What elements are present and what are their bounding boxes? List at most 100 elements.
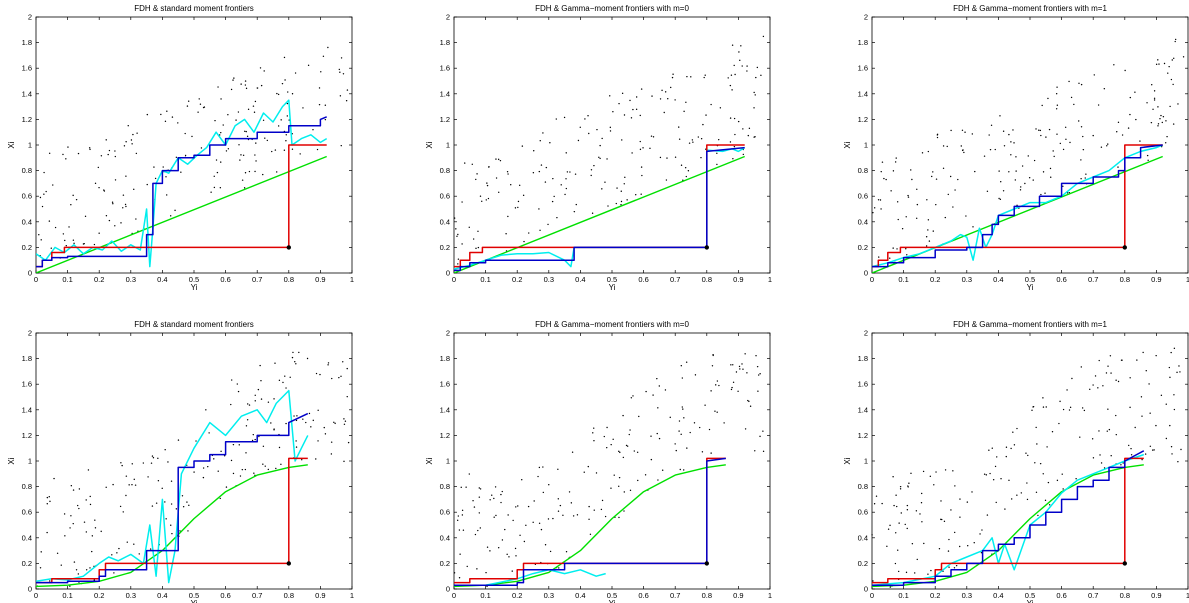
panel-3-point xyxy=(1168,65,1170,68)
panel-1-point xyxy=(48,152,51,154)
panel-3-point xyxy=(1064,126,1067,128)
panel-1-point xyxy=(186,105,189,107)
panel-4-point xyxy=(331,377,333,380)
panel-6-point xyxy=(871,534,873,536)
panel-3-point xyxy=(998,197,1000,200)
panel-4-ylabel: Xi xyxy=(7,457,16,464)
panel-5-point xyxy=(542,491,545,494)
panel-3-point xyxy=(931,175,933,178)
panel-5-xtick-label: 0.6 xyxy=(638,591,648,600)
panel-5-point xyxy=(538,466,541,469)
panel-1-point xyxy=(259,67,262,69)
panel-3-point xyxy=(935,178,938,180)
panel-2-point xyxy=(615,202,617,205)
panel-5-point xyxy=(604,515,607,518)
panel-4-point xyxy=(193,471,195,473)
panel-5-point xyxy=(479,488,482,490)
panel-6-point xyxy=(908,482,910,484)
panel-6-point xyxy=(1128,444,1130,447)
panel-5-point xyxy=(661,469,664,471)
panel-2-point xyxy=(742,153,745,156)
panel-2-xtick-label: 0.2 xyxy=(512,275,522,284)
panel-1-point xyxy=(245,130,247,133)
panel-5-point xyxy=(504,528,506,531)
panel-3-point xyxy=(889,257,891,259)
panel-5-point xyxy=(689,431,691,434)
panel-3-point xyxy=(1065,138,1067,140)
panel-4-xtick-label: 0.5 xyxy=(189,591,199,600)
panel-4-point xyxy=(83,521,86,523)
panel-3-point xyxy=(1002,130,1005,132)
panel-5-xtick-label: 0.5 xyxy=(607,591,617,600)
panel-1-point xyxy=(237,111,240,113)
panel-4-point xyxy=(147,476,149,478)
panel-6-point xyxy=(952,470,954,472)
panel-4-point xyxy=(85,531,88,533)
panel-2-point xyxy=(538,170,541,173)
panel-5-point xyxy=(589,533,592,535)
panel-4-point xyxy=(150,462,153,464)
panel-4-point xyxy=(89,567,91,569)
panel-1-point xyxy=(214,119,216,122)
panel-6-point xyxy=(1121,359,1123,361)
panel-4-ytick-label: 0.6 xyxy=(22,508,32,517)
panel-2-point xyxy=(741,65,743,67)
panel-2-point xyxy=(532,172,535,174)
panel-4-point xyxy=(315,372,318,375)
panel-1-point xyxy=(111,201,114,203)
panel-5-point xyxy=(466,565,468,568)
panel-4-point xyxy=(301,459,303,461)
panel-3-point xyxy=(1117,121,1120,124)
panel-1-point xyxy=(230,88,233,91)
panel-1-point xyxy=(312,128,314,131)
panel-1-point xyxy=(184,154,187,157)
panel-1-point xyxy=(219,187,222,189)
panel-2-point xyxy=(553,195,555,198)
panel-2-point xyxy=(609,126,612,129)
panel-6-point xyxy=(1079,436,1081,438)
panel-5-fdh-marker xyxy=(704,561,709,566)
panel-4-point xyxy=(40,551,42,553)
panel-5-point xyxy=(622,414,624,417)
panel-6-point xyxy=(981,529,983,531)
panel-1-point xyxy=(244,172,247,174)
panel-2-point xyxy=(479,195,482,197)
panel-4-point xyxy=(131,484,133,486)
panel-4-point xyxy=(165,518,167,520)
panel-3-point xyxy=(983,155,986,157)
panel-2-point xyxy=(753,136,755,138)
panel-2-point xyxy=(497,158,500,161)
panel-1-xtick-label: 0.9 xyxy=(315,275,325,284)
panel-4-point xyxy=(164,449,166,451)
panel-4-point xyxy=(292,351,294,354)
panel-4-title: FDH & standard moment frontiers xyxy=(134,320,254,329)
panel-1-point xyxy=(277,125,280,127)
panel-1-point xyxy=(215,159,218,161)
panel-3-point xyxy=(1008,171,1010,173)
panel-2-point xyxy=(566,171,569,173)
panel-2-point xyxy=(632,108,634,111)
panel-1-ytick-label: 1.6 xyxy=(22,64,32,73)
panel-6-point xyxy=(894,562,897,565)
panel-5-axes-box xyxy=(453,332,771,590)
panel-4-ytick-label: 0.2 xyxy=(22,559,32,568)
panel-3-ytick-label: 1.8 xyxy=(858,38,868,47)
panel-3-point xyxy=(1045,136,1047,138)
panel-1-xtick-label: 0.3 xyxy=(126,275,136,284)
panel-4-point xyxy=(69,585,71,587)
panel-4-point xyxy=(70,515,72,517)
panel-6-point xyxy=(1179,371,1181,373)
panel-4-point xyxy=(252,433,254,436)
panel-5-point xyxy=(515,506,517,508)
panel-6-point xyxy=(1173,347,1176,350)
panel-4-ytick-label: 0 xyxy=(28,585,32,594)
panel-6-point xyxy=(906,509,909,511)
panel-4-xtick-label: 0.6 xyxy=(220,591,230,600)
panel-4-point xyxy=(257,388,260,391)
panel-4-ytick-label: 0.4 xyxy=(22,533,32,542)
panel-6-point xyxy=(1130,447,1132,450)
panel-2-xtick-label: 1 xyxy=(768,275,772,284)
panel-5-point xyxy=(491,494,493,496)
panel-5-point xyxy=(495,514,497,517)
panel-3-point xyxy=(960,145,962,147)
